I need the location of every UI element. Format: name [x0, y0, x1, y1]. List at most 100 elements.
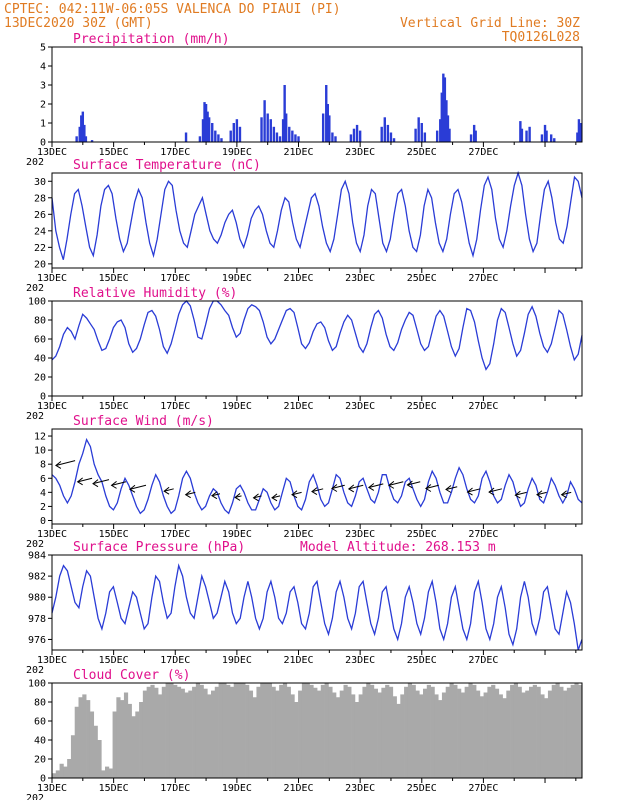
cloud-bar: [158, 694, 163, 778]
wind-xtick-label: 19DEC: [222, 529, 252, 540]
cloud-bar: [101, 770, 106, 778]
precip-ytick-label: 4: [40, 62, 46, 73]
cloud-bar: [222, 683, 227, 778]
cloud-ytick-label: 80: [34, 698, 46, 709]
wind-arrowhead: [211, 491, 218, 500]
temp-xtick-label: 23DEC: [345, 273, 375, 284]
precip-xtick-label: 13DEC: [37, 147, 67, 158]
temp-ytick-label: 30: [34, 177, 46, 188]
cloud-bar: [105, 766, 110, 778]
wind-vector: [536, 491, 547, 496]
wind-arrowhead: [331, 484, 338, 492]
precip-bar: [442, 73, 445, 142]
precip-bar: [281, 119, 285, 142]
cloud-bar: [120, 700, 125, 778]
wind-title: Surface Wind (m/s): [73, 414, 214, 429]
rh-frame: [51, 300, 583, 397]
precip-bar: [435, 130, 439, 142]
cloud-bar: [264, 683, 269, 778]
temp-xtick-label: 27DEC: [468, 273, 498, 284]
precip-ytick-label: 0: [40, 138, 46, 149]
cloud-bar: [438, 700, 443, 778]
cloud-bar: [491, 684, 496, 778]
wind-vector: [253, 495, 262, 499]
wind-arrowhead: [55, 461, 62, 469]
cloud-bar: [362, 686, 367, 778]
precip-bar: [519, 121, 522, 142]
cloud-bar: [415, 690, 420, 778]
pres-xtick-label: 17DEC: [160, 655, 190, 666]
wind-arrowhead: [234, 493, 241, 501]
cloud-bar: [392, 696, 397, 778]
cloud-bar: [434, 694, 439, 778]
precip-bar: [577, 119, 581, 142]
temp-ytick-label: 20: [34, 259, 46, 270]
cloud-ytick-label: 40: [34, 736, 46, 747]
cloud-bar: [78, 697, 83, 778]
header-date: 13DEC2020 30Z (GMT): [4, 16, 153, 31]
cloud-bar: [540, 694, 545, 778]
precip-bar: [331, 132, 334, 142]
wind-arrowhead: [110, 480, 117, 489]
cloud-bar: [313, 687, 318, 778]
precip-bar: [75, 136, 78, 142]
cloud-bar: [513, 683, 519, 778]
rh-ytick-label: 60: [34, 335, 46, 346]
cloud-bar: [139, 702, 144, 778]
wind-arrowhead: [466, 487, 473, 496]
precip-bar: [386, 124, 390, 142]
wind-vector: [561, 491, 572, 496]
temp-xtick-label: 15DEC: [99, 273, 129, 284]
cloud-bar: [532, 684, 537, 778]
cloud-bar: [237, 683, 242, 778]
cloud-bar: [52, 773, 57, 778]
cloud-bar: [131, 716, 136, 778]
cloud-bar: [536, 686, 541, 778]
wind-vector: [163, 488, 174, 492]
cloud-bar: [86, 700, 91, 778]
wind-vector: [445, 486, 458, 490]
cloud-bar: [506, 690, 511, 778]
precip-bar: [520, 128, 524, 142]
wind-line: [51, 437, 583, 515]
pres-xtick-label: 15DEC: [99, 655, 129, 666]
cloud-bar: [245, 684, 250, 778]
wind-vector: [515, 491, 527, 496]
wind-arrowhead: [388, 480, 395, 489]
cloud-bar: [214, 686, 219, 778]
wind-arrowhead: [367, 483, 375, 491]
wind-ytick-label: 8: [40, 460, 46, 471]
wind-arrowhead: [311, 487, 318, 496]
precip-bar: [235, 119, 239, 142]
temp-xtick-label: 21DEC: [283, 273, 313, 284]
precip-bar: [423, 132, 427, 142]
precip-bar: [272, 126, 276, 142]
pres-xtick-label: 27DEC: [468, 655, 498, 666]
cloud-bar: [559, 686, 564, 778]
wind-arrowhead: [445, 485, 452, 493]
precip-bar: [238, 126, 242, 142]
precip-ytick-label: 5: [40, 43, 46, 54]
cloud-bar: [290, 694, 295, 778]
rh-ytick-label: 80: [34, 316, 46, 327]
precip-bar: [355, 124, 359, 142]
cloud-bar: [347, 686, 352, 778]
cloud-bar: [396, 703, 401, 778]
pres-xtick-label: 13DEC: [37, 655, 67, 666]
cloud-bar: [457, 688, 462, 778]
cloud-bar: [199, 684, 204, 778]
precip-bar: [349, 134, 353, 142]
cloud-xtick-label: 27DEC: [468, 783, 498, 794]
wind-xtick-label: 25DEC: [407, 529, 437, 540]
precip-xtick-label: 19DEC: [222, 147, 252, 158]
cloud-bar: [476, 690, 481, 778]
precip-bar: [269, 119, 272, 142]
cloud-bar: [74, 706, 79, 778]
precip-year-label: 202: [26, 157, 44, 168]
wind-arrowhead: [291, 490, 298, 499]
cloud-bar: [449, 683, 454, 778]
precip-bar: [439, 119, 442, 142]
precip-bar: [380, 126, 383, 142]
cloud-bar: [127, 703, 132, 778]
